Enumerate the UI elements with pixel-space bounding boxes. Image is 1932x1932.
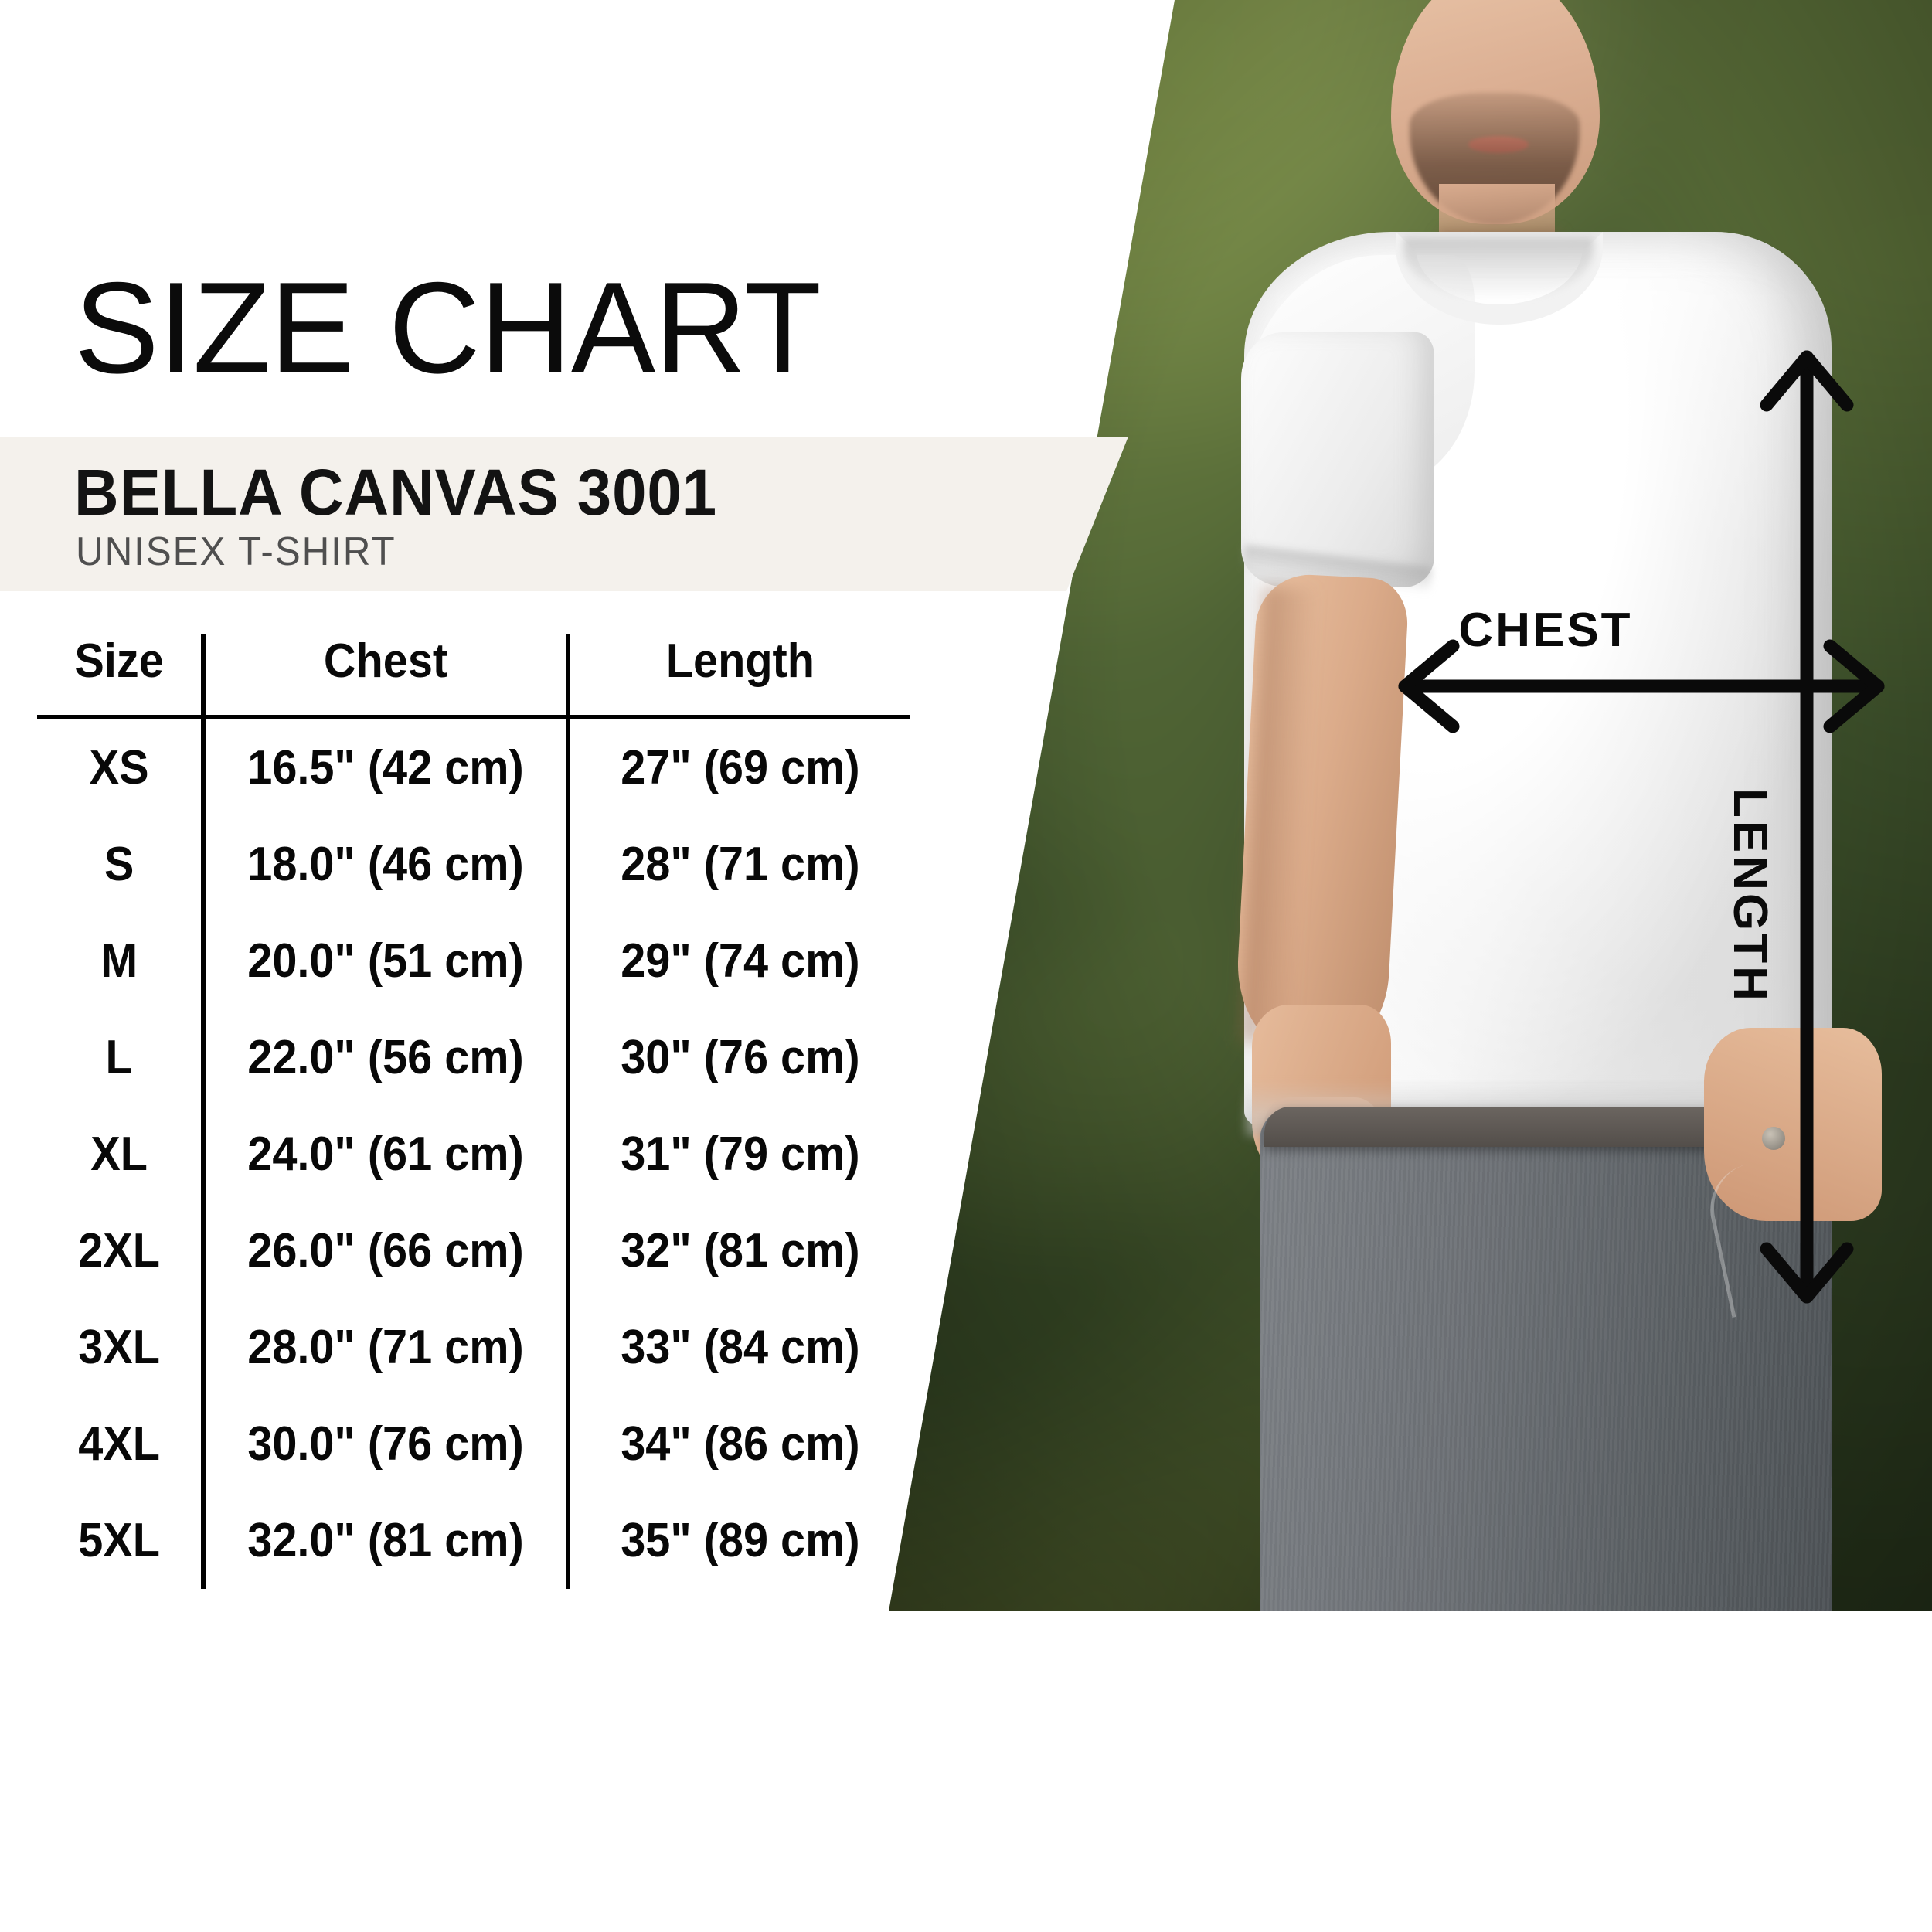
table-row: 5XL 32.0" (81 cm) 35" (89 cm) <box>37 1492 910 1589</box>
size-table-body: XS 16.5" (42 cm) 27" (69 cm) S 18.0" (46 cm)… <box>37 717 910 1589</box>
table-row: 4XL 30.0" (76 cm) 34" (86 cm) <box>37 1396 910 1492</box>
cell-chest: 20.0" (51 cm) <box>213 913 556 1009</box>
jeans-button <box>1762 1127 1785 1150</box>
cell-length: 35" (89 cm) <box>577 1492 899 1589</box>
cell-size: 2XL <box>78 1224 160 1277</box>
cell-length: 31" (79 cm) <box>577 1106 899 1202</box>
model-figure <box>889 0 1932 1611</box>
column-header-size: Size <box>74 634 164 688</box>
table-row: M 20.0" (51 cm) 29" (74 cm) <box>37 913 910 1009</box>
cell-length: 28" (71 cm) <box>577 816 899 913</box>
size-table: Size Chest Length XS 16.5" (42 cm) 27" (69… <box>37 634 910 1589</box>
table-row: S 18.0" (46 cm) 28" (71 cm) <box>37 816 910 913</box>
model-photo-panel <box>889 0 1932 1611</box>
cell-chest: 32.0" (81 cm) <box>213 1492 556 1589</box>
cell-length: 27" (69 cm) <box>577 717 899 816</box>
cell-length: 30" (76 cm) <box>577 1009 899 1106</box>
brand-name: BELLA CANVAS 3001 <box>74 456 718 529</box>
cell-chest: 18.0" (46 cm) <box>213 816 556 913</box>
table-row: 2XL 26.0" (66 cm) 32" (81 cm) <box>37 1202 910 1299</box>
brand-subtitle: UNISEX T-SHIRT <box>76 529 396 574</box>
cell-chest: 30.0" (76 cm) <box>213 1396 556 1492</box>
cell-chest: 28.0" (71 cm) <box>213 1299 556 1396</box>
cell-size: XL <box>90 1128 148 1181</box>
column-header-length: Length <box>577 634 899 717</box>
model-right-hand-in-pocket <box>1704 1028 1882 1221</box>
cell-size: 3XL <box>78 1321 160 1374</box>
table-row: XS 16.5" (42 cm) 27" (69 cm) <box>37 717 910 816</box>
cell-chest: 16.5" (42 cm) <box>213 717 556 816</box>
cell-length: 29" (74 cm) <box>577 913 899 1009</box>
cell-size: 4XL <box>78 1417 160 1471</box>
table-row: L 22.0" (56 cm) 30" (76 cm) <box>37 1009 910 1106</box>
model-lips <box>1468 136 1529 153</box>
page-title: SIZE CHART <box>74 255 821 400</box>
table-header-row: Size Chest Length <box>37 634 910 717</box>
cell-size: L <box>105 1031 133 1084</box>
table-row: 3XL 28.0" (71 cm) 33" (84 cm) <box>37 1299 910 1396</box>
cell-size: M <box>100 934 138 988</box>
cell-length: 33" (84 cm) <box>577 1299 899 1396</box>
brand-band <box>0 437 1128 591</box>
size-table-wrapper: Size Chest Length XS 16.5" (42 cm) 27" (69… <box>37 634 910 1589</box>
column-header-chest: Chest <box>213 634 556 717</box>
cell-size: XS <box>89 741 149 794</box>
table-row: XL 24.0" (61 cm) 31" (79 cm) <box>37 1106 910 1202</box>
cell-size: 5XL <box>78 1514 160 1567</box>
cell-chest: 24.0" (61 cm) <box>213 1106 556 1202</box>
cell-length: 34" (86 cm) <box>577 1396 899 1492</box>
cell-size: S <box>104 838 134 891</box>
tshirt-sleeve <box>1241 332 1434 587</box>
cell-chest: 26.0" (66 cm) <box>213 1202 556 1299</box>
cell-length: 32" (81 cm) <box>577 1202 899 1299</box>
size-table-head: Size Chest Length <box>37 634 910 717</box>
cell-chest: 22.0" (56 cm) <box>213 1009 556 1106</box>
